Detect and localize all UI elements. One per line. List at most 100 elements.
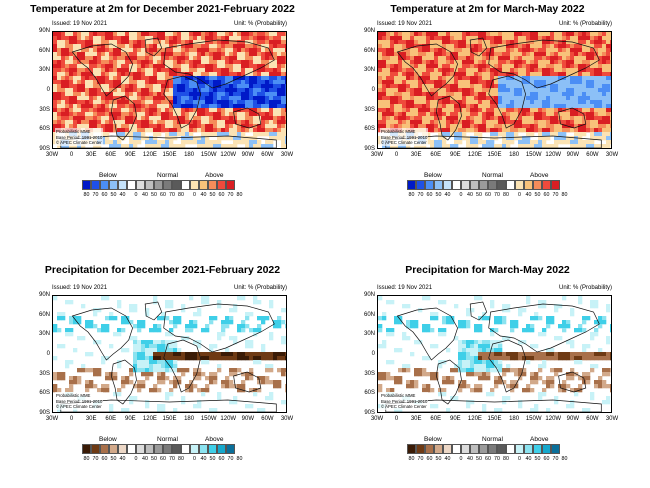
lon-tick: 90W: [566, 416, 579, 422]
lon-tick: 150E: [487, 416, 502, 422]
legend-label: 40: [525, 456, 532, 462]
forecast-map: Probabilistic MME Base Period: 1991-2010 ©…: [52, 295, 287, 413]
legend-label: 60: [101, 456, 108, 462]
legend-label: 40: [467, 456, 473, 462]
legend-label: 50: [151, 456, 157, 462]
legend-swatch: [145, 180, 154, 190]
legend-swatch: [199, 444, 208, 454]
legend-label: 50: [435, 192, 442, 198]
legend-label: 80: [561, 456, 568, 462]
lat-tick: 30S: [364, 106, 375, 113]
lon-tick: 90E: [449, 152, 461, 158]
legend-below-label: Below: [99, 172, 117, 179]
legend-swatch: [443, 180, 452, 190]
lat-tick: 0: [371, 87, 375, 93]
lat-tick: 90S: [364, 410, 375, 416]
lon-tick: 120E: [467, 152, 482, 158]
legend-label: 40: [525, 192, 532, 198]
legend-label: 80: [236, 456, 243, 462]
forecast-map: Probabilistic MME Base Period: 1991-2010 ©…: [52, 31, 287, 149]
lon-tick: 180: [509, 152, 520, 158]
legend-swatch: [479, 180, 488, 190]
latitude-axis: 90N 60N 30N 0 30S 60S 90S: [353, 28, 375, 152]
legend-label: 70: [417, 192, 424, 198]
lat-tick: 90N: [38, 292, 50, 298]
legend-swatch: [181, 444, 190, 454]
lon-tick: 30E: [410, 152, 422, 158]
lon-tick: 120W: [220, 152, 237, 158]
forecast-map: Probabilistic MME Base Period: 1991-2010 ©…: [377, 295, 612, 413]
lon-tick: 150E: [162, 416, 177, 422]
legend-swatch: [524, 444, 533, 454]
legend-label: 70: [417, 456, 424, 462]
legend-label: 40: [444, 192, 451, 198]
legend-label: 70: [169, 192, 175, 198]
unit-label: Unit: % (Probability): [558, 21, 612, 27]
lon-tick: 0: [394, 152, 399, 158]
legend-label: 0: [459, 192, 463, 198]
legend-label: 40: [467, 192, 473, 198]
legend-swatch: [416, 444, 425, 454]
legend-swatch: [452, 444, 461, 454]
lat-tick: 60N: [363, 311, 375, 318]
lat-tick: 30S: [39, 106, 50, 113]
legend-label: 80: [83, 456, 90, 462]
legend-swatch: [100, 444, 109, 454]
legend-above-label: Above: [205, 436, 224, 443]
lon-tick: 150W: [200, 152, 217, 158]
legend-swatch: [91, 444, 100, 454]
legend-swatch: [452, 180, 461, 190]
legend-swatch: [181, 180, 190, 190]
legend-label: 50: [209, 192, 216, 198]
legend-swatch: [551, 444, 560, 454]
legend-swatch: [154, 444, 163, 454]
legend-normal-label: Normal: [157, 436, 178, 443]
lat-tick: 60S: [364, 126, 375, 133]
map-title: Precipitation for December 2021-February…: [44, 264, 281, 276]
lon-tick: 180: [509, 416, 520, 422]
legend-swatch: [163, 180, 172, 190]
legend-swatch: [470, 180, 479, 190]
legend-label: 70: [92, 192, 99, 198]
legend-label: 60: [160, 456, 166, 462]
legend-swatches: [82, 180, 235, 190]
lat-tick: 30S: [39, 370, 50, 377]
lat-tick: 60N: [38, 311, 50, 318]
legend-swatches: [407, 180, 560, 190]
lon-tick: 60W: [586, 416, 599, 422]
panel-prcp-mam: Precipitation for March-May 2022 Issued:…: [325, 244, 650, 488]
lat-tick: 30N: [363, 67, 375, 74]
legend-swatch: [82, 444, 91, 454]
lat-tick: 90N: [363, 292, 375, 298]
legend-label: 60: [426, 456, 433, 462]
map-note: Probabilistic MME Base Period: 1991-2010 ©…: [380, 128, 429, 146]
legend-swatch: [506, 180, 515, 190]
legend-swatch: [82, 180, 91, 190]
legend-swatch: [524, 180, 533, 190]
legend-swatch: [118, 444, 127, 454]
lon-tick: 120W: [545, 416, 562, 422]
legend-label: 80: [178, 192, 184, 198]
legend-label: 40: [200, 456, 207, 462]
legend-swatch: [172, 444, 181, 454]
legend-swatch: [497, 180, 506, 190]
lon-tick: 150W: [525, 152, 542, 158]
lat-tick: 30N: [38, 331, 50, 338]
legend-swatch: [172, 180, 181, 190]
lat-tick: 60N: [363, 47, 375, 54]
legend-above-label: Above: [205, 172, 224, 179]
legend-label: 70: [227, 192, 234, 198]
legend-label: 50: [110, 456, 117, 462]
legend-label: 60: [485, 456, 491, 462]
lon-tick: 90E: [449, 416, 461, 422]
legend-swatch: [443, 444, 452, 454]
legend-swatch: [154, 180, 163, 190]
lon-tick: 0: [394, 416, 399, 422]
lon-tick: 120E: [142, 416, 157, 422]
legend-swatch: [416, 180, 425, 190]
legend-normal-label: Normal: [482, 436, 503, 443]
legend-swatch: [109, 180, 118, 190]
legend-label: 70: [169, 456, 175, 462]
legend-above-label: Above: [530, 172, 549, 179]
legend-swatch: [217, 180, 226, 190]
